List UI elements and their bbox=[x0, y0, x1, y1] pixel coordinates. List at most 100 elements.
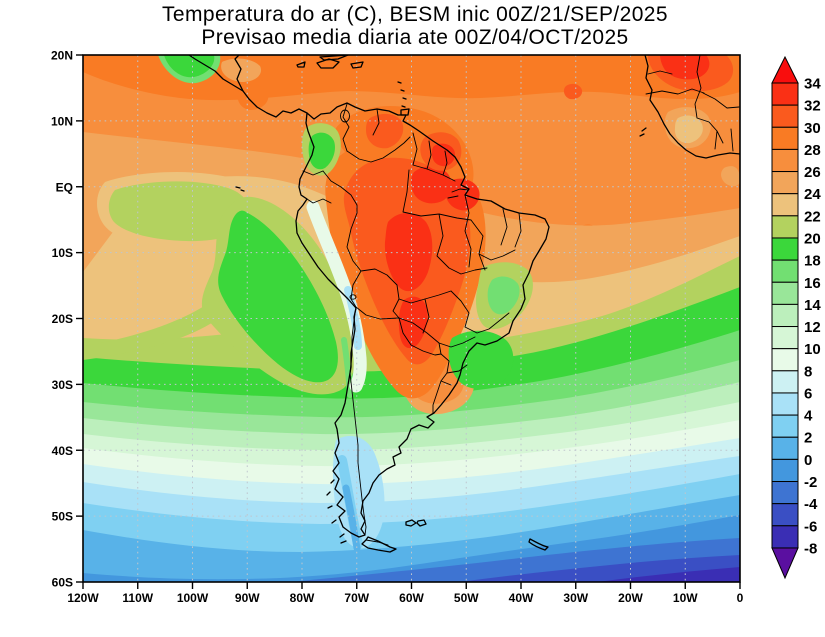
lat-tick-label: 50S bbox=[52, 510, 73, 524]
lake-titicaca bbox=[349, 294, 357, 300]
colorbar-segment bbox=[771, 104, 799, 128]
border-colombia-venezuela bbox=[342, 103, 350, 152]
colorbar-label: -6 bbox=[804, 518, 817, 535]
colorbar-label: -8 bbox=[804, 540, 817, 557]
patagonia-blue-core bbox=[342, 484, 361, 552]
trinidad-island bbox=[400, 108, 410, 116]
yucatan-coast bbox=[234, 55, 244, 92]
border-colombia-peru bbox=[322, 170, 358, 214]
colorbar-label: 34 bbox=[804, 76, 821, 93]
border-venezuela-internal bbox=[372, 108, 380, 136]
lat-tick-label: 10N bbox=[51, 114, 73, 128]
colorbar-label: 0 bbox=[804, 452, 812, 469]
colombia-green bbox=[308, 132, 335, 170]
hot-32-c bbox=[445, 178, 480, 211]
africa-tan-core bbox=[674, 115, 703, 144]
colorbar-segment bbox=[771, 392, 799, 416]
brazil-state-borders bbox=[398, 169, 522, 374]
lon-tick-label: 50W bbox=[454, 591, 479, 605]
hot-32-a bbox=[384, 213, 433, 292]
lesser-antilles bbox=[397, 81, 407, 108]
lon-tick-label: 110W bbox=[122, 591, 153, 605]
border-peru-brazil bbox=[346, 212, 362, 272]
colorbar-label: -2 bbox=[804, 474, 817, 491]
colorbar-label: 32 bbox=[804, 98, 821, 115]
colorbar-segment bbox=[771, 370, 799, 394]
venezuela-hot-30 bbox=[366, 113, 404, 149]
centam-green bbox=[164, 55, 215, 78]
border-bolivia-brazil bbox=[360, 268, 400, 319]
border-paraguay-argentina bbox=[398, 317, 442, 356]
border-colombia-ecuador bbox=[302, 170, 324, 176]
colorbar-segment bbox=[771, 126, 799, 150]
colorbar-label: 24 bbox=[804, 186, 821, 203]
bijagos-islands bbox=[639, 127, 647, 137]
colorbar-segment bbox=[771, 259, 799, 283]
amazon-river-mouth bbox=[447, 188, 469, 199]
se-brazil-green bbox=[448, 330, 514, 389]
colorbar-label: 20 bbox=[804, 230, 821, 247]
colorbar-label: 26 bbox=[804, 164, 821, 181]
galapagos-islands bbox=[235, 186, 245, 192]
chile-fjords bbox=[326, 479, 347, 544]
band-ltm6 bbox=[597, 567, 740, 582]
colorbar-segment bbox=[771, 148, 799, 173]
colorbar-triangle-top bbox=[771, 55, 799, 84]
lat-tick-label: 20S bbox=[52, 312, 73, 326]
title-line-2: Previsao media diaria ate 00Z/04/OCT/202… bbox=[201, 26, 628, 49]
border-ecuador-peru bbox=[300, 194, 332, 204]
lon-tick-label: 120W bbox=[67, 591, 99, 605]
lon-tick-label: 100W bbox=[177, 591, 209, 605]
lon-tick-label: 60W bbox=[399, 591, 424, 605]
colorbar-segment bbox=[771, 193, 799, 217]
colorbar-segment bbox=[771, 503, 799, 527]
colorbar-label: -4 bbox=[804, 496, 818, 513]
borders-guianas bbox=[412, 132, 456, 182]
hot-32-b bbox=[411, 166, 452, 204]
border-bolivia-south bbox=[355, 306, 400, 320]
lon-tick-label: 40W bbox=[509, 591, 534, 605]
lat-tick-label: 20N bbox=[51, 49, 73, 63]
colorbar-segment bbox=[771, 414, 799, 438]
colorbar-segment bbox=[771, 525, 799, 549]
colorbar-label: 22 bbox=[804, 208, 821, 225]
colorbar-label: 18 bbox=[804, 253, 821, 270]
colorbar-segment bbox=[771, 82, 799, 106]
coastal-tongue-core bbox=[218, 210, 338, 383]
colorbar-label: 28 bbox=[804, 142, 821, 159]
colorbar-label: 16 bbox=[804, 275, 821, 292]
lat-tick-label: 30S bbox=[52, 378, 73, 392]
pacific-khaki-patch bbox=[108, 181, 250, 242]
coastal-tongue-wing bbox=[83, 296, 224, 360]
jamaica-island bbox=[296, 61, 306, 68]
africa-borders bbox=[645, 55, 740, 152]
colorbar-segment bbox=[771, 326, 799, 350]
colorbar-label: 12 bbox=[804, 319, 821, 336]
border-paraguay-brazil bbox=[398, 317, 442, 355]
colorbar-segment bbox=[771, 458, 799, 483]
colorbar-segment bbox=[771, 436, 799, 460]
colorbar-segment bbox=[771, 303, 799, 328]
graticule bbox=[83, 55, 740, 582]
colorbar-label: 10 bbox=[804, 341, 821, 358]
colorbar-segment bbox=[771, 481, 799, 505]
guyana-hot-32 bbox=[432, 143, 456, 167]
blob-28a bbox=[237, 84, 269, 110]
colorbar-label: 6 bbox=[804, 385, 812, 402]
lat-tick-label: 60S bbox=[52, 576, 73, 590]
colorbar-segment bbox=[771, 348, 799, 372]
title-line-1: Temperatura do ar (C), BESM inic 00Z/21/… bbox=[162, 3, 668, 26]
lat-tick-label: 40S bbox=[52, 444, 73, 458]
south-georgia-island bbox=[528, 538, 549, 551]
colorbar-segment bbox=[771, 215, 799, 239]
falkland-islands bbox=[405, 519, 427, 527]
colorbar-triangle-bottom bbox=[771, 547, 799, 580]
andes-altiplano-blue bbox=[344, 286, 362, 350]
colorbar-segment bbox=[771, 171, 799, 195]
lon-tick-label: 0 bbox=[737, 591, 744, 605]
colorbar-label: 2 bbox=[804, 430, 812, 447]
africa-coast bbox=[644, 55, 740, 159]
colorbar-segment bbox=[771, 237, 799, 261]
